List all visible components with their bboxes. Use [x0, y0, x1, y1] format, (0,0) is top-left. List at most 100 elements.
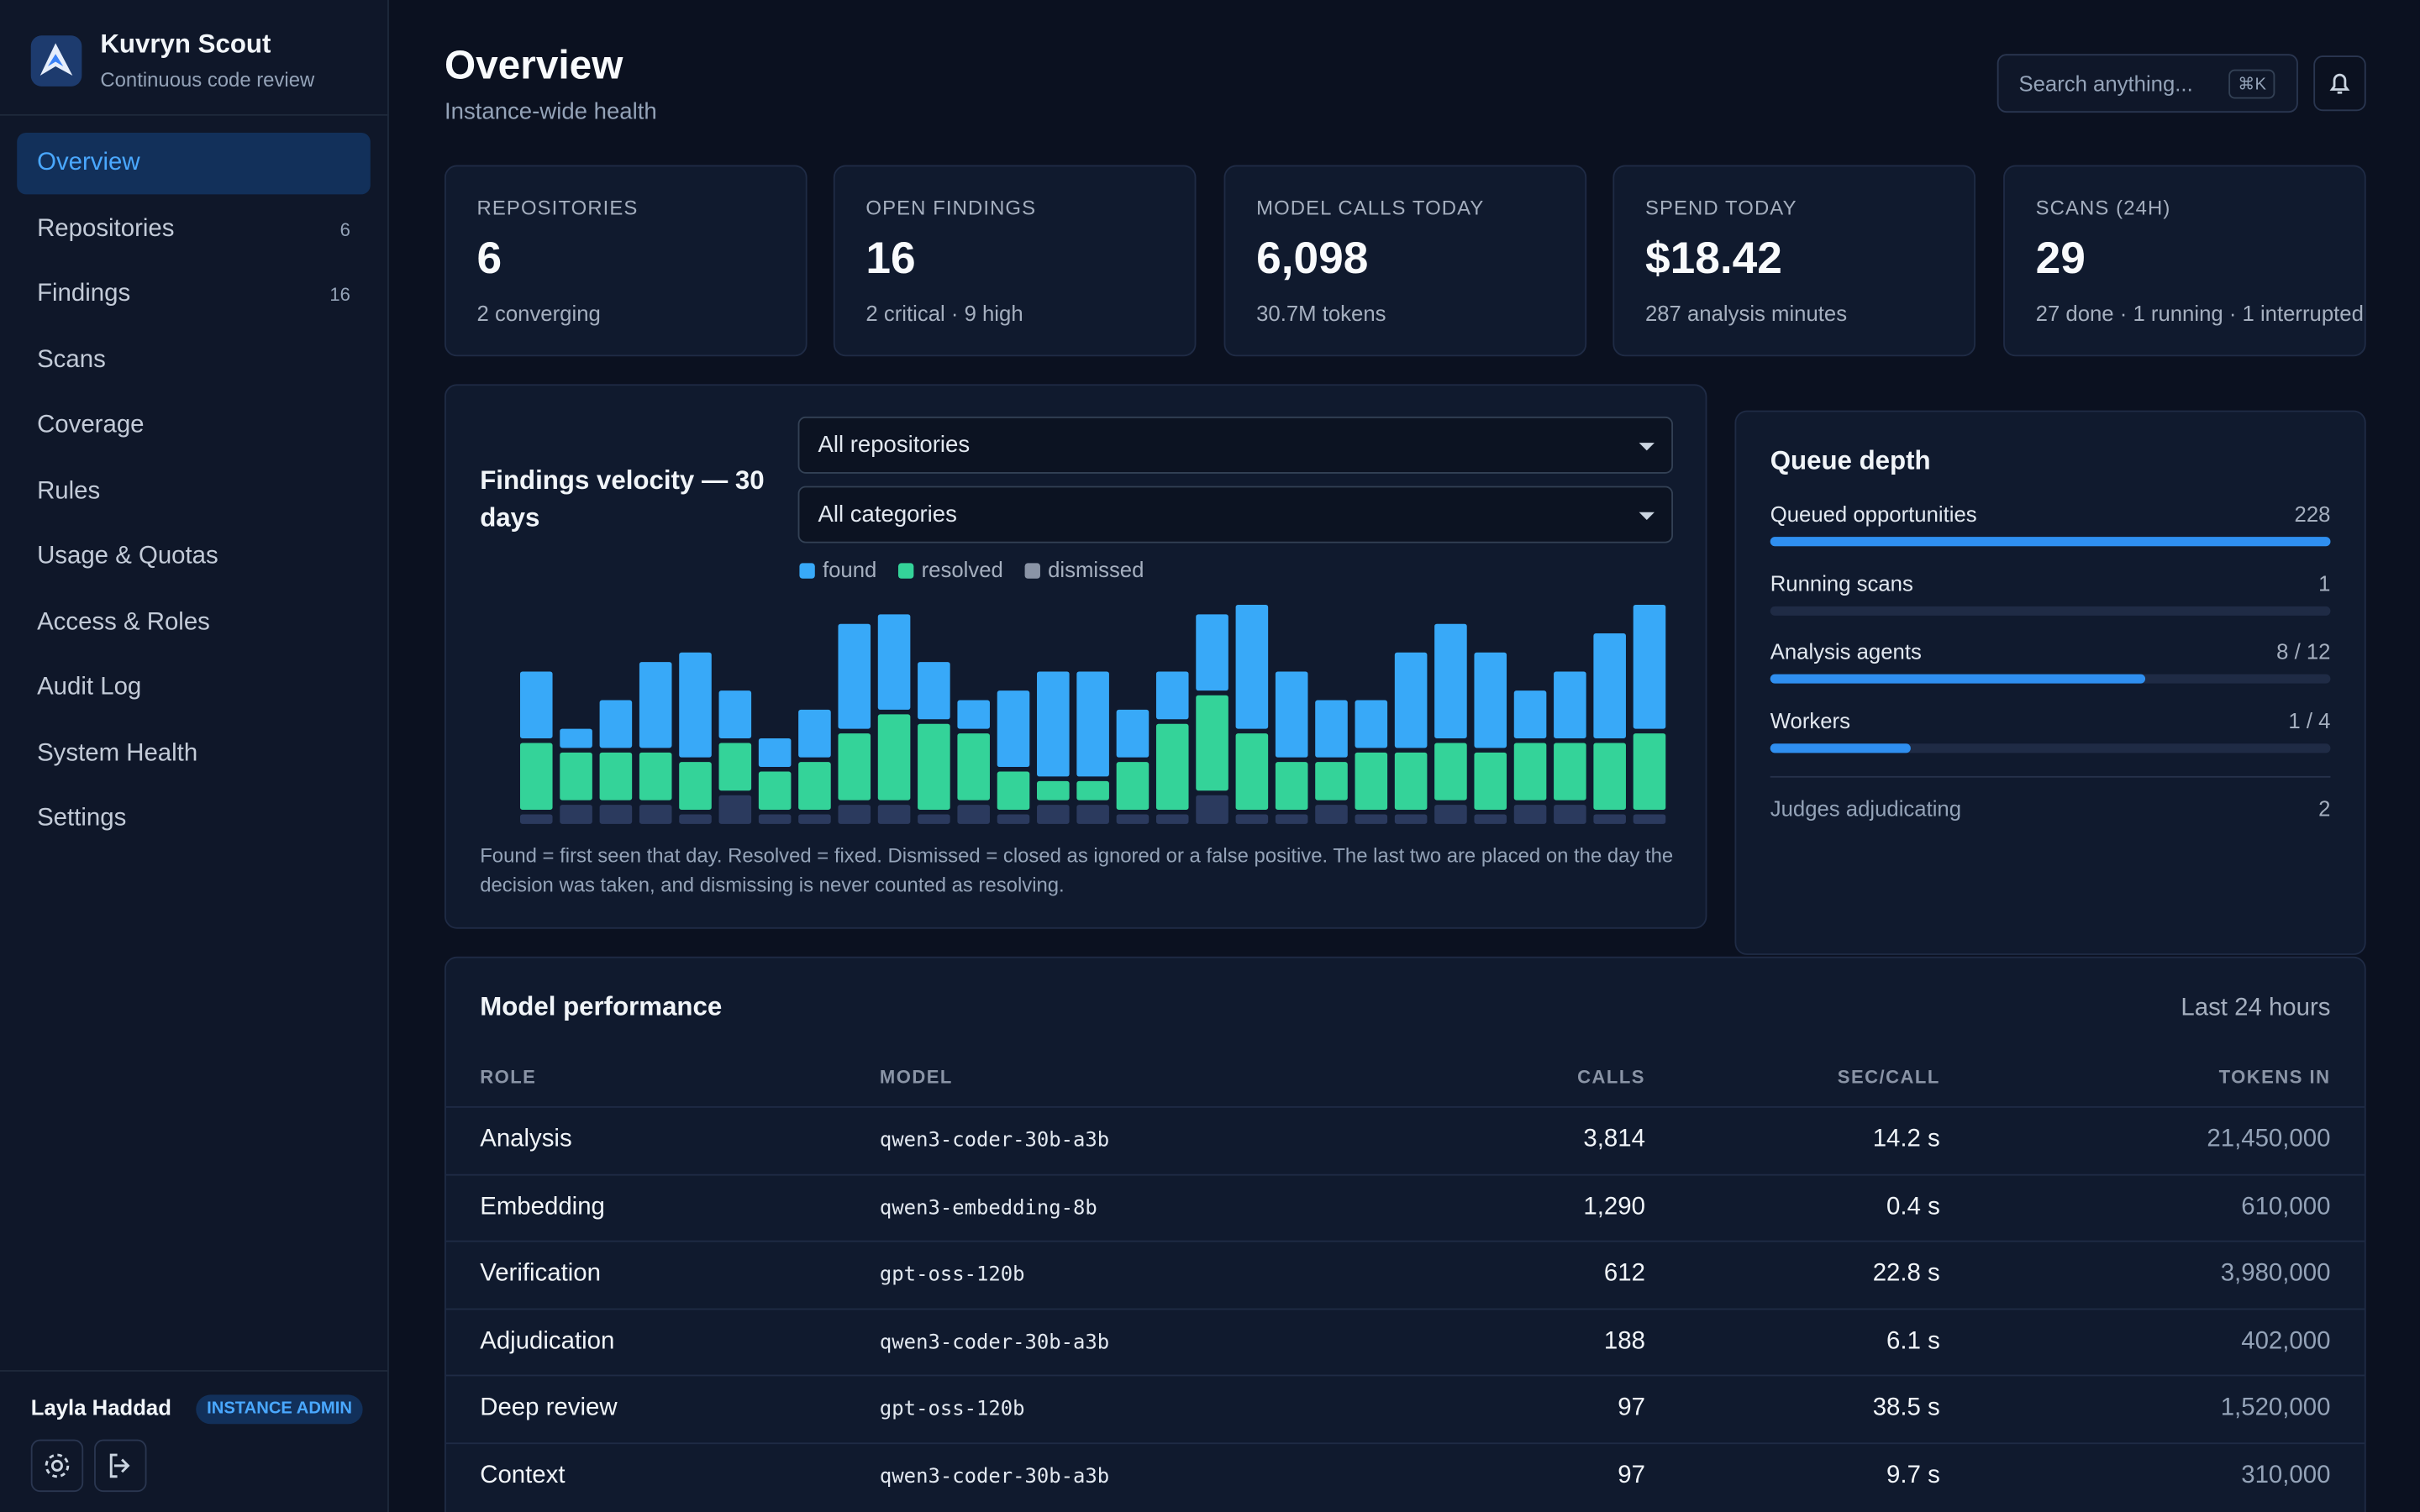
nav-item[interactable]: Usage & Quotas	[17, 526, 371, 587]
bar-segment	[918, 662, 950, 720]
legend-label: dismissed	[1048, 557, 1144, 582]
stat-note: 2 converging	[476, 301, 601, 326]
queue-track	[1770, 606, 2331, 616]
stat-value: 6,098	[1256, 234, 1369, 284]
settings-button[interactable]	[30, 1439, 84, 1493]
stat-note: 27 done · 1 running · 1 interrupted	[2035, 301, 2364, 326]
dropdown-caret	[1639, 512, 1655, 520]
table-cell: 402,000	[2241, 1327, 2331, 1354]
nav-item[interactable]: Findings 16	[17, 264, 371, 325]
bar-segment	[1474, 652, 1507, 748]
bar-segment	[1116, 709, 1150, 758]
filter-dropdown[interactable]: All repositories	[797, 416, 1674, 474]
table-cell: 1,520,000	[2220, 1394, 2331, 1421]
nav-item[interactable]: Overview	[17, 132, 371, 195]
queue-track	[1770, 537, 2331, 547]
bar-segment	[798, 709, 831, 758]
bar-chart	[519, 604, 1666, 824]
row-divider	[445, 1173, 2365, 1175]
bar-segment	[798, 814, 831, 824]
page-subtitle: Instance-wide health	[444, 98, 657, 125]
table-cell: qwen3-coder-30b-a3b	[879, 1331, 1110, 1354]
search-box[interactable]: Search anything... ⌘K	[1996, 54, 2298, 113]
bar-segment	[1235, 604, 1269, 729]
table-cell: 22.8 s	[1872, 1260, 1940, 1287]
queue-footer-count: 2	[2318, 795, 2331, 822]
queue-card: Queue depth Queued opportunities 228 Runnin…	[1734, 410, 2366, 955]
bar-segment	[1593, 743, 1626, 810]
bar-segment	[1076, 780, 1109, 801]
table-cell: 97	[1618, 1462, 1645, 1488]
bar-segment	[1275, 814, 1308, 824]
bar-segment	[1633, 733, 1666, 810]
queue-track	[1770, 675, 2331, 685]
nav-label: Settings	[37, 805, 127, 832]
filter-dropdown[interactable]: All categories	[797, 486, 1674, 543]
row-divider	[445, 1374, 2365, 1377]
queue-label: Analysis agents	[1770, 639, 1922, 664]
queue-count: 1 / 4	[2288, 708, 2331, 733]
bar-segment	[1474, 752, 1507, 810]
nav-item[interactable]: Coverage	[17, 395, 371, 456]
table-cell: 97	[1618, 1394, 1645, 1421]
filter-label: All repositories	[818, 432, 971, 459]
stat-value: 6	[476, 234, 502, 284]
queue-track	[1770, 743, 2331, 753]
bell-icon	[2329, 73, 2350, 94]
bar-segment	[997, 771, 1030, 810]
legend-swatch	[898, 563, 914, 579]
row-divider	[445, 1307, 2365, 1310]
tagline: Continuous code review	[100, 67, 315, 92]
bar-segment	[1315, 762, 1348, 801]
bar-segment	[1394, 814, 1428, 824]
nav-label: Rules	[37, 477, 101, 504]
nav-item[interactable]: Access & Roles	[17, 591, 371, 653]
nav-count: 16	[329, 283, 350, 306]
nav-label: Audit Log	[37, 674, 142, 701]
bar-segment	[1434, 743, 1467, 801]
table-cell: 6.1 s	[1886, 1327, 1940, 1354]
stat-label: OPEN FINDINGS	[865, 196, 1037, 219]
bar-segment	[1235, 814, 1269, 824]
table-cell: 38.5 s	[1872, 1394, 1940, 1421]
table-cell: 3,980,000	[2220, 1260, 2331, 1287]
table-cell: 14.2 s	[1872, 1126, 1940, 1153]
nav-item[interactable]: Scans	[17, 329, 371, 391]
models-range: Last 24 hours	[2181, 995, 2331, 1021]
nav-item[interactable]: Settings	[17, 789, 371, 850]
shortcut: ⌘K	[2228, 69, 2275, 99]
bar-segment	[1196, 695, 1228, 791]
bar-segment	[639, 662, 672, 748]
table-cell: gpt-oss-120b	[879, 1398, 1025, 1421]
bar-segment	[877, 805, 911, 824]
queue-count: 8 / 12	[2276, 639, 2331, 664]
nav-item[interactable]: System Health	[17, 723, 371, 785]
bar-segment	[1633, 814, 1666, 824]
table-cell: 21,450,000	[2207, 1126, 2331, 1153]
nav-label: Usage & Quotas	[37, 543, 218, 570]
logout-icon	[109, 1453, 130, 1478]
nav-count: 6	[339, 218, 350, 240]
nav-item[interactable]: Audit Log	[17, 657, 371, 718]
bar-segment	[997, 690, 1030, 768]
queue-count: 1	[2318, 570, 2331, 596]
stat-label: SCANS (24H)	[2035, 196, 2171, 219]
bar-segment	[718, 795, 752, 824]
nav-label: System Health	[37, 739, 198, 766]
brand: Kuvryn Scout	[100, 29, 271, 59]
legend-label: found	[822, 557, 877, 582]
nav-item[interactable]: Rules	[17, 460, 371, 522]
queue-fill	[1770, 675, 2146, 685]
nav-item[interactable]: Repositories 6	[17, 198, 371, 260]
notifications-button[interactable]	[2313, 55, 2366, 112]
bar-segment	[1394, 752, 1428, 810]
nav-label: Scans	[37, 346, 106, 373]
column-header: CALLS	[1577, 1066, 1645, 1088]
bar-segment	[639, 752, 672, 801]
bar-segment	[718, 690, 752, 738]
logout-button[interactable]	[94, 1439, 147, 1493]
table-cell: 0.4 s	[1886, 1193, 1940, 1220]
bar-segment	[918, 814, 950, 824]
queue-title: Queue depth	[1770, 445, 1931, 475]
